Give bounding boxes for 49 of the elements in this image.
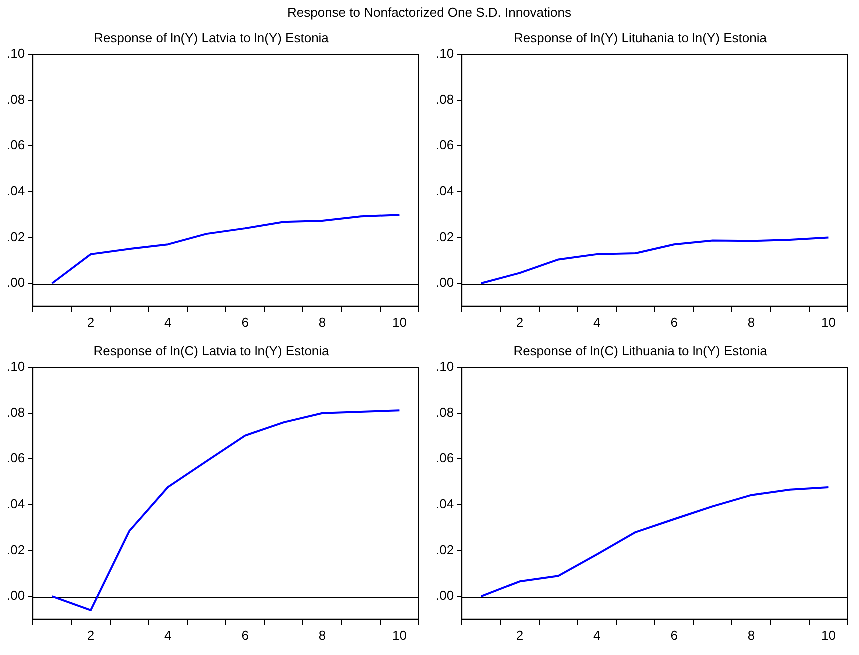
y-tick-label: .10 [6,46,26,62]
y-tick-label: .00 [6,275,26,290]
x-tick-label: 4 [594,314,601,330]
y-tick-label: .04 [6,184,26,199]
x-tick-label: 6 [670,314,678,330]
x-tick-label: 10 [392,314,407,330]
y-tick-label: .06 [6,450,26,466]
y-tick-label: .08 [6,92,26,107]
x-tick-label: 6 [670,628,678,643]
x-tick-label: 8 [748,314,756,330]
y-tick-label: .08 [436,92,454,107]
chart-title: Response of ln(C) Lithuania to ln(Y) Estonia [514,343,768,358]
y-tick-label: .10 [436,46,454,62]
y-tick-label: .04 [436,184,454,199]
x-tick-label: 2 [516,628,524,643]
x-tick-label: 8 [318,628,326,643]
y-tick-label: .00 [436,588,454,604]
y-tick-label: .06 [6,138,26,153]
y-tick-label: .00 [436,275,454,290]
x-tick-label: 10 [821,314,836,330]
text: Response to Nonfactorized One S.D. Innovations [286,4,572,22]
y-tick-label: .08 [436,404,454,420]
y-tick-label: .08 [6,404,26,420]
chart-title: Response of ln(C) Latvia to ln(Y) Estonia [94,343,330,358]
y-tick-label: .04 [6,496,26,512]
x-tick-label: 2 [87,628,95,643]
y-tick-label: .02 [436,229,454,244]
chart-title: Response of ln(Y) Latvia to ln(Y) Estonia [94,30,330,46]
y-tick-label: .10 [436,359,454,374]
y-tick-label: .02 [6,229,26,244]
y-tick-label: .04 [436,496,454,512]
y-tick-label: .02 [436,542,454,558]
x-tick-label: 10 [821,628,836,643]
y-tick-label: .06 [436,138,454,153]
x-tick-label: 10 [392,628,407,643]
chart-title: Response of ln(Y) Lituhania to ln(Y) Estonia [514,30,768,46]
x-tick-label: 4 [164,628,172,643]
x-tick-label: 4 [164,314,172,330]
y-tick-label: .10 [6,359,26,374]
x-tick-label: 6 [242,314,249,330]
y-tick-label: .00 [6,588,26,604]
y-tick-label: .06 [436,450,454,466]
x-tick-label: 4 [594,628,601,643]
x-tick-label: 6 [242,628,249,643]
x-tick-label: 8 [318,314,326,330]
y-tick-label: .02 [6,542,26,558]
x-tick-label: 8 [748,628,756,643]
x-tick-label: 2 [87,314,95,330]
x-tick-label: 2 [516,314,524,330]
